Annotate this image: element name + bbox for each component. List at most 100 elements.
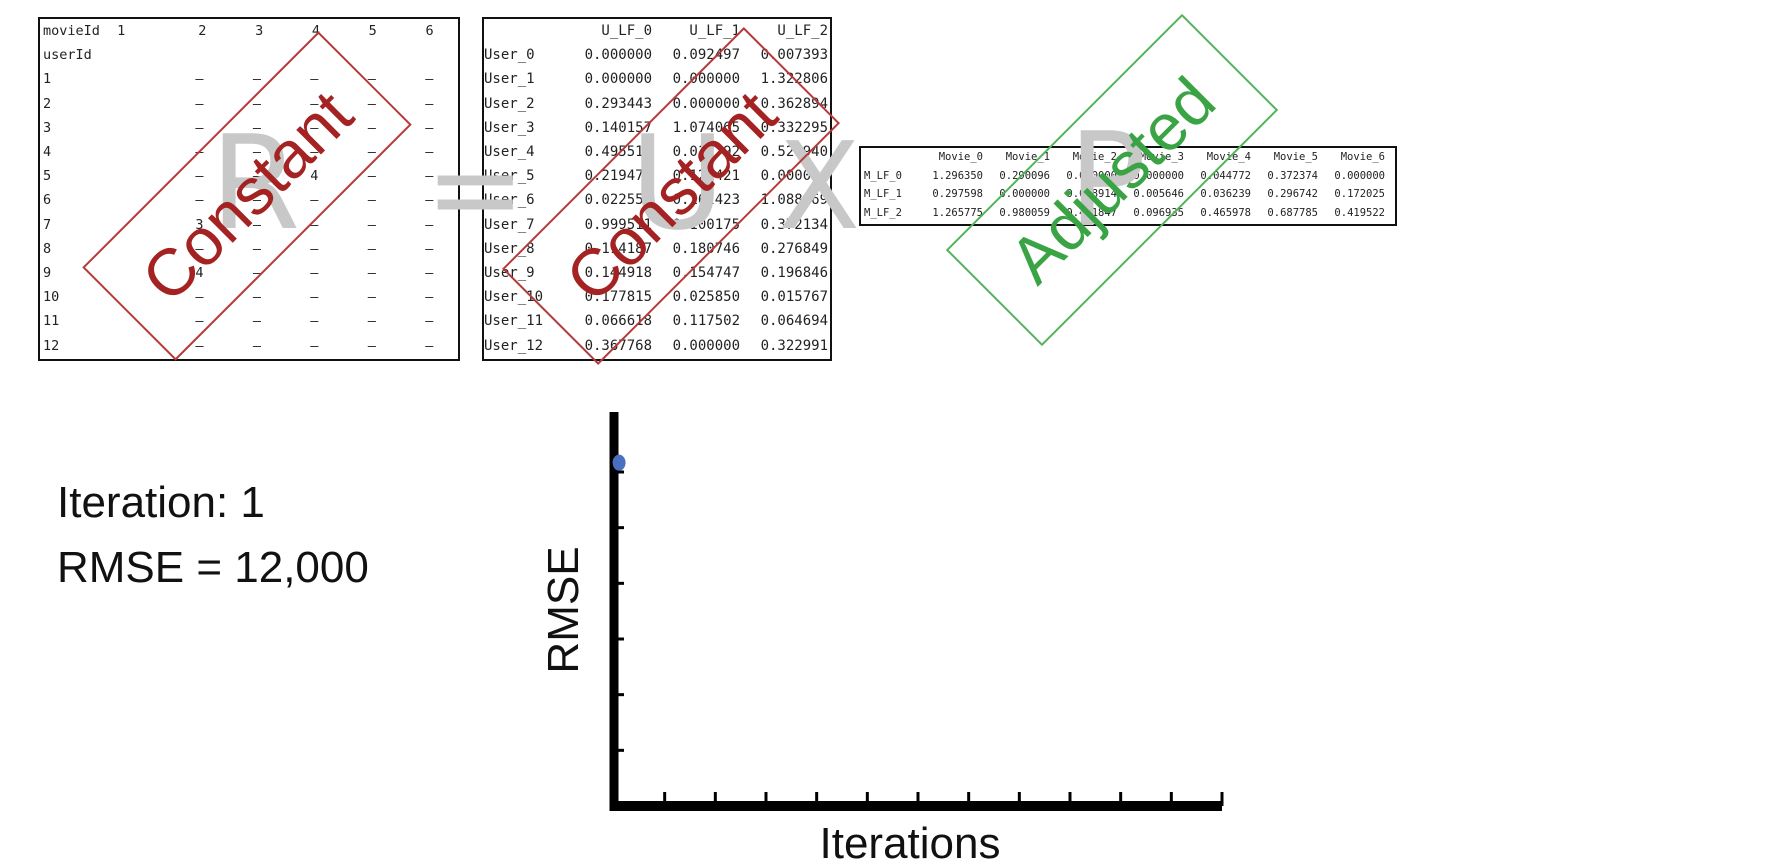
- table-row: 3 – – – – –: [40, 116, 458, 140]
- rating-cell: –: [367, 95, 376, 112]
- column-header: 6: [425, 23, 434, 40]
- rating-cell: –: [310, 337, 319, 354]
- column-header: Movie_1: [1005, 151, 1050, 164]
- rating-cell: –: [425, 240, 434, 257]
- value-cell: 0.154747: [672, 264, 740, 281]
- value-cell: 0.000000: [584, 71, 652, 88]
- x-axis-title: Iterations: [820, 819, 1001, 868]
- value-cell: 0.495512: [584, 144, 652, 161]
- value-cell: 0.980059: [999, 206, 1050, 219]
- row-index: User_0: [484, 47, 535, 64]
- equation-r-symbol: R: [210, 107, 301, 259]
- table-row: User_9 0.144918 0.154747 0.196846: [484, 261, 828, 285]
- chart-points: [612, 454, 626, 471]
- value-cell: 0.000000: [760, 168, 828, 185]
- rating-cell: –: [425, 264, 434, 281]
- table-header-row: movieId 1 2 3 4 5 6: [40, 19, 458, 43]
- rating-cell: –: [252, 192, 261, 209]
- value-cell: 0.362894: [760, 95, 828, 112]
- rating-cell: –: [425, 216, 434, 233]
- rating-cell: –: [425, 119, 434, 136]
- value-cell: 1.088869: [760, 192, 828, 209]
- value-cell: 0.172025: [1334, 188, 1385, 201]
- column-header: [484, 19, 564, 43]
- rating-cell: [114, 164, 171, 188]
- value-cell: 0.044772: [1200, 169, 1251, 182]
- column-header: [861, 148, 916, 167]
- table-header-row: U_LF_0 U_LF_1 U_LF_2: [484, 19, 828, 43]
- row-index: User_6: [484, 192, 535, 209]
- column-header: Movie_0: [938, 151, 983, 164]
- rating-cell: –: [195, 240, 204, 257]
- row-index: 1: [43, 71, 52, 88]
- row-index: 10: [43, 289, 60, 306]
- row-index: 11: [43, 313, 60, 330]
- rating-cell: –: [252, 240, 261, 257]
- rating-cell: –: [252, 119, 261, 136]
- table-row: 11 – – – – –: [40, 309, 458, 333]
- table-row: User_11 0.066618 0.117502 0.064694: [484, 309, 828, 333]
- table-row: 9 4 – – – –: [40, 261, 458, 285]
- table-row: User_8 0.114187 0.180746 0.276849: [484, 237, 828, 261]
- rating-cell: –: [252, 264, 261, 281]
- rating-cell: –: [310, 71, 319, 88]
- value-cell: 0.367768: [584, 337, 652, 354]
- value-cell: 0.219477: [584, 168, 652, 185]
- value-cell: 0.322991: [760, 337, 828, 354]
- row-index: User_5: [484, 168, 535, 185]
- value-cell: 0.999511: [584, 216, 652, 233]
- value-cell: 0.007393: [760, 47, 828, 64]
- row-index: User_4: [484, 144, 535, 161]
- column-header: 1: [117, 23, 126, 40]
- rating-cell: –: [425, 337, 434, 354]
- row-index: M_LF_2: [864, 206, 902, 219]
- row-index: User_11: [484, 313, 544, 330]
- rating-cell: –: [252, 95, 261, 112]
- table-row: 2 – – – – –: [40, 92, 458, 116]
- rating-cell: [114, 116, 171, 140]
- rating-cell: –: [195, 168, 204, 185]
- column-header: 4: [311, 23, 321, 40]
- table-row: M_LF_1 0.297598 0.000000 0.008914 0.005646 0.…: [861, 185, 1385, 204]
- rating-cell: –: [252, 289, 261, 306]
- row-index: User_9: [484, 264, 535, 281]
- value-cell: 1.322806: [760, 71, 828, 88]
- value-cell: 0.332295: [760, 119, 828, 136]
- table-row: User_4 0.495512 0.017792 0.529940: [484, 140, 828, 164]
- value-cell: 0.114187: [584, 240, 652, 257]
- column-header: Movie_5: [1273, 151, 1318, 164]
- row-index: User_7: [484, 216, 535, 233]
- rmse-label: RMSE = 12,000: [57, 543, 369, 592]
- column-header: movieId: [43, 23, 100, 40]
- value-cell: 0.096935: [1133, 206, 1184, 219]
- equation-times-symbol: X: [778, 118, 861, 257]
- column-header: U_LF_2: [777, 23, 828, 40]
- row-index: M_LF_1: [864, 188, 902, 201]
- table-row: M_LF_0 1.296350 0.290096 0.000000 0.000000 0.…: [861, 167, 1385, 186]
- rating-cell: –: [310, 216, 319, 233]
- value-cell: 0.290096: [999, 169, 1050, 182]
- rating-cell: –: [310, 240, 319, 257]
- rating-cell: –: [195, 337, 204, 354]
- value-cell: 0.008914: [1066, 188, 1117, 201]
- value-cell: 0.017792: [672, 144, 740, 161]
- row-index: User_12: [484, 337, 544, 354]
- column-header: Movie_6: [1340, 151, 1385, 164]
- value-cell: 0.000000: [1133, 169, 1184, 182]
- rating-cell: –: [425, 168, 434, 185]
- value-cell: 0.196846: [760, 264, 828, 281]
- rating-cell: –: [252, 144, 261, 161]
- column-header: 5: [368, 23, 377, 40]
- value-cell: 0.036239: [1200, 188, 1251, 201]
- value-cell: 0.297598: [932, 188, 983, 201]
- value-cell: 0.296742: [1267, 188, 1318, 201]
- rating-cell: –: [367, 216, 376, 233]
- rating-cell: –: [367, 289, 376, 306]
- table-row: 12 – – – – –: [40, 333, 458, 357]
- value-cell: 1.296350: [932, 169, 983, 182]
- column-header: Movie_4: [1206, 151, 1251, 164]
- rating-cell: –: [195, 119, 204, 136]
- value-cell: 0.687785: [1267, 206, 1318, 219]
- value-cell: 0.000000: [999, 188, 1050, 201]
- rating-cell: –: [367, 144, 376, 161]
